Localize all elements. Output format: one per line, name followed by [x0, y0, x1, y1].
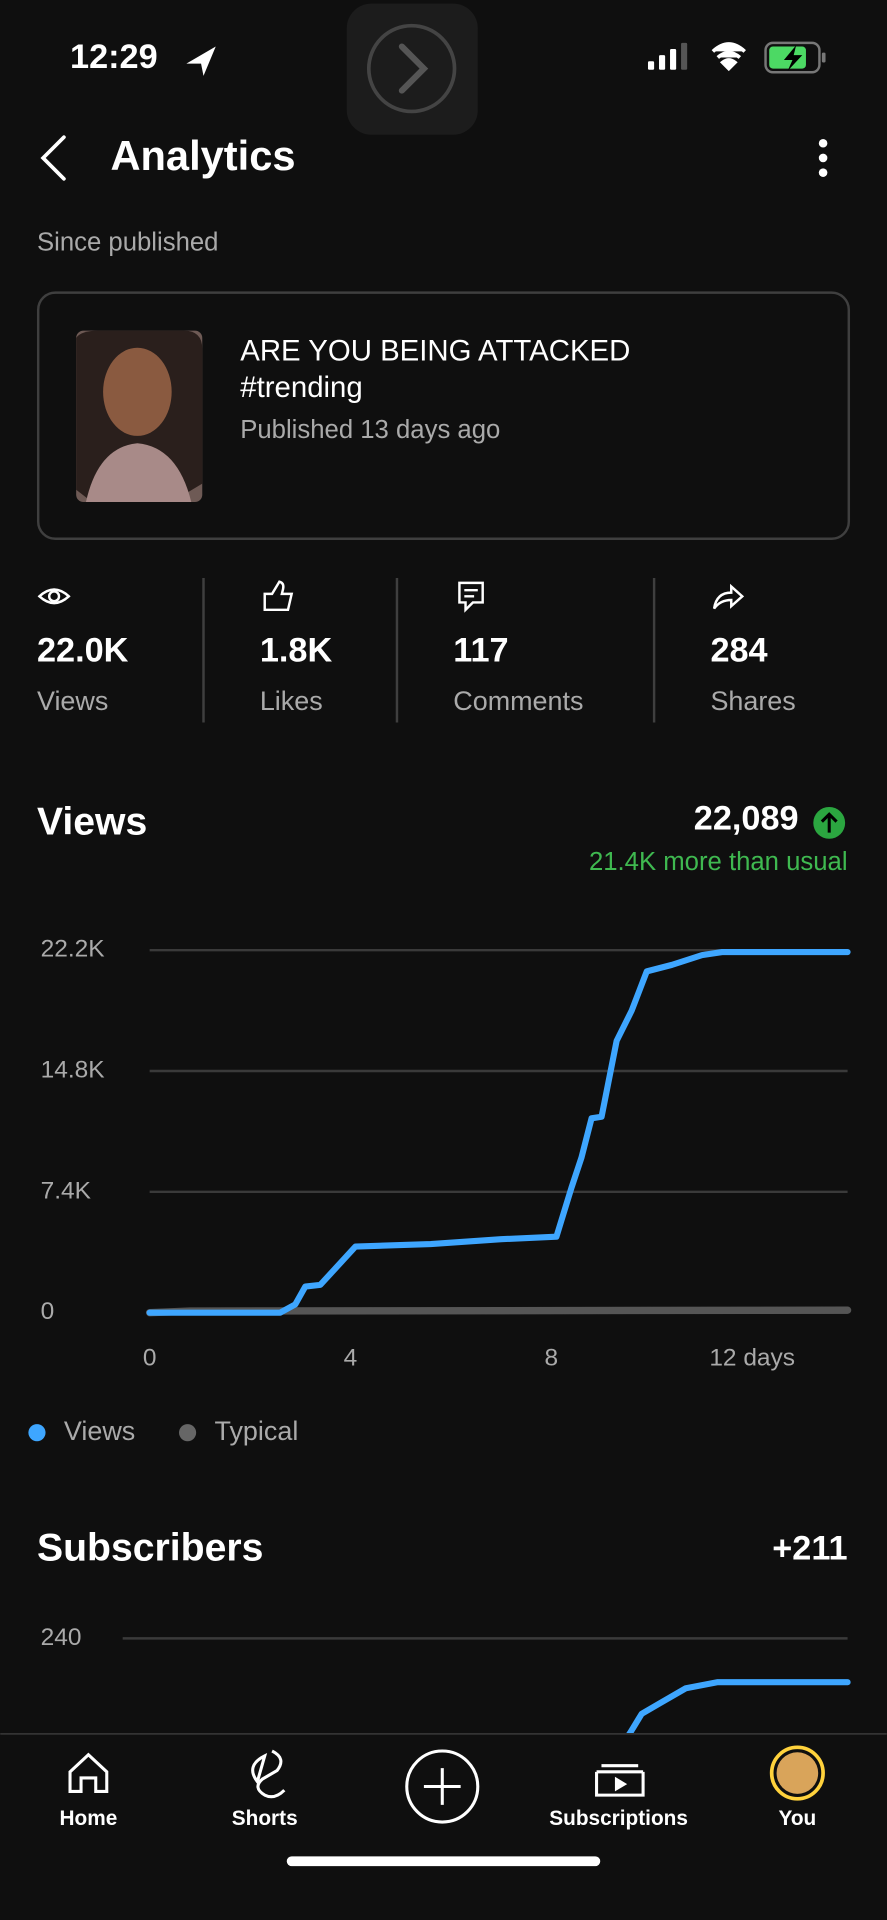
video-title-line2: #trending	[240, 371, 362, 404]
views-total: 22,089	[694, 799, 799, 837]
signal-icon	[647, 42, 688, 70]
bottom-nav	[0, 1733, 887, 1920]
nav-label[interactable]: Home	[60, 1807, 118, 1830]
y-tick-label: 14.8K	[41, 1056, 106, 1083]
y-tick-label: 22.2K	[41, 936, 106, 963]
page-title: Analytics	[110, 132, 295, 179]
thumbnail	[76, 330, 203, 503]
video-published: Published 13 days ago	[240, 416, 500, 444]
stat-label: Comments	[453, 686, 583, 716]
back-button[interactable]	[40, 135, 66, 181]
subscribers-total: +211	[772, 1529, 847, 1567]
stat-value: 22.0K	[37, 632, 129, 670]
stat-separators	[202, 577, 656, 723]
views-comparison: 21.4K more than usual	[589, 848, 848, 876]
charging-bolt	[783, 45, 803, 72]
y-tick-label: 240	[41, 1624, 82, 1651]
stat-label: Likes	[260, 686, 323, 716]
subscriptions-play	[614, 1776, 628, 1792]
location-icon	[186, 46, 216, 76]
home-indicator	[286, 1856, 601, 1867]
avatar	[776, 1752, 819, 1794]
overlay-button[interactable]	[346, 3, 478, 135]
battery-tip	[821, 52, 826, 63]
trend-arrow	[820, 812, 838, 833]
legend-label: Typical	[215, 1416, 299, 1446]
x-tick-label: 0	[143, 1345, 157, 1372]
overlay-chevron	[398, 43, 429, 94]
battery-outline	[764, 41, 821, 74]
nav-label[interactable]: You	[779, 1807, 817, 1830]
y-tick-label: 0	[41, 1298, 55, 1325]
y-tick-label: 7.4K	[41, 1177, 92, 1204]
nav-label[interactable]: Shorts	[232, 1807, 298, 1830]
legend-swatch	[179, 1424, 197, 1442]
section-title: Subscribers	[37, 1527, 263, 1570]
stat-label: Views	[37, 686, 108, 716]
wifi-icon	[711, 42, 746, 72]
stat-label: Shares	[710, 686, 795, 716]
x-tick-label: 12 days	[709, 1345, 795, 1372]
legend-swatch	[28, 1424, 46, 1442]
legend: Views Typical	[28, 1416, 298, 1446]
stat-value: 1.8K	[260, 632, 333, 670]
x-tick-label: 4	[344, 1345, 358, 1372]
views-chart: 0 7.4K 14.8K 22.2K 0 4 8 12 days	[41, 936, 852, 1372]
data-line	[146, 948, 851, 1316]
stat-value: 117	[453, 632, 508, 670]
nav-label[interactable]: Subscriptions	[549, 1807, 688, 1830]
video-card[interactable]	[36, 291, 851, 540]
range-label: Since published	[37, 228, 218, 256]
stat-icons	[37, 580, 745, 613]
nav-icons	[68, 1745, 825, 1824]
more-button[interactable]	[818, 138, 828, 177]
x-tick-label: 8	[545, 1345, 559, 1372]
stat-value: 284	[710, 632, 767, 670]
section-title: Views	[37, 800, 147, 843]
legend-label: Views	[64, 1416, 135, 1446]
clock: 12:29	[70, 38, 158, 76]
overlay-circle	[366, 23, 457, 114]
video-title-line1: ARE YOU BEING ATTACKED	[240, 334, 630, 367]
